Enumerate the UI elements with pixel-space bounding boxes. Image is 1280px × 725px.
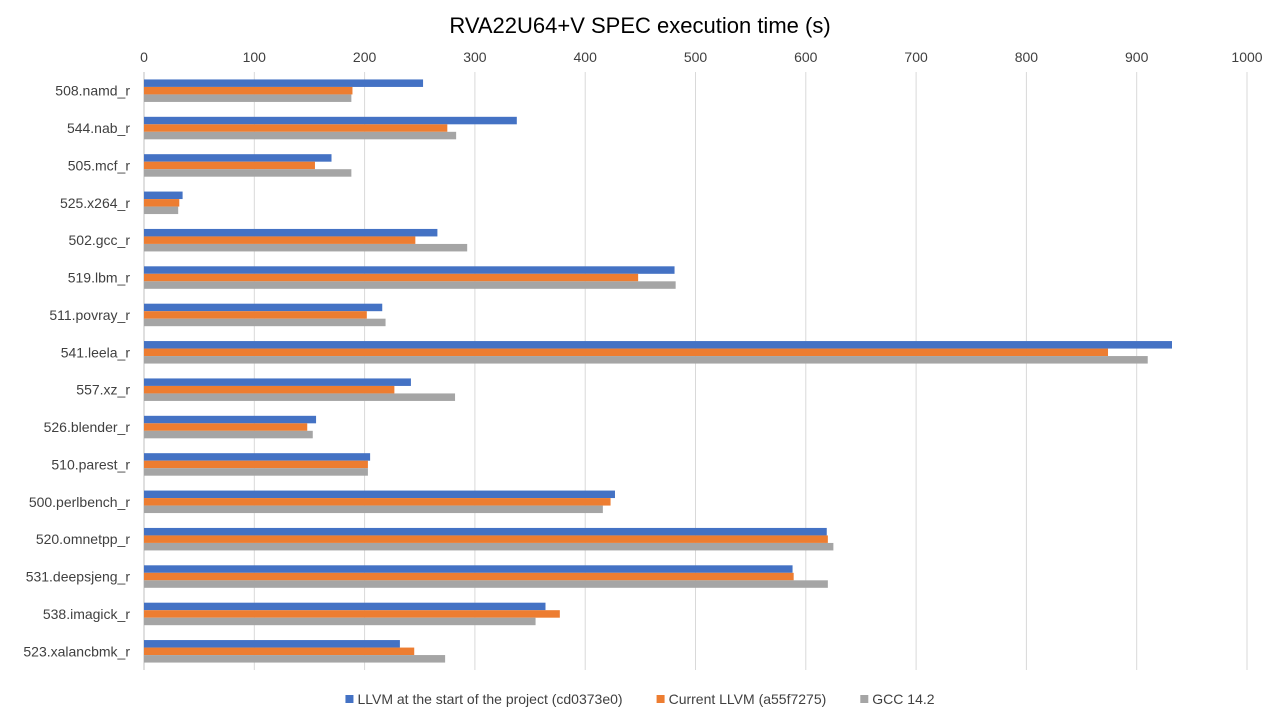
bar-520.omnetpp_r-series-2 [144, 542, 834, 551]
bar-538.imagick_r-series-1 [144, 610, 560, 618]
legend-label: Current LLVM (a55f7275) [669, 691, 827, 707]
chart-title: RVA22U64+V SPEC execution time (s) [449, 13, 830, 38]
legend-label: LLVM at the start of the project (cd0373… [357, 691, 622, 707]
bar-525.x264_r-series-1 [144, 199, 180, 207]
x-tick-label: 100 [243, 49, 267, 65]
bar-523.xalancbmk_r-series-0 [144, 640, 400, 648]
legend-label: GCC 14.2 [872, 691, 934, 707]
x-tick-label: 200 [353, 49, 377, 65]
category-label: 511.povray_r [49, 307, 130, 323]
x-tick-label: 900 [1125, 49, 1149, 65]
category-label: 510.parest_r [51, 456, 130, 472]
category-label: 502.gcc_r [69, 232, 131, 248]
category-label: 500.perlbench_r [29, 494, 131, 510]
bar-557.xz_r-series-2 [144, 393, 456, 401]
bar-526.blender_r-series-1 [144, 423, 308, 431]
category-label: 531.deepsjeng_r [26, 569, 131, 585]
bar-510.parest_r-series-0 [144, 453, 371, 461]
category-label: 505.mcf_r [68, 157, 131, 173]
x-tick-label: 600 [794, 49, 818, 65]
bar-541.leela_r-series-0 [144, 341, 1172, 349]
bar-519.lbm_r-series-0 [144, 266, 675, 274]
bar-519.lbm_r-series-2 [144, 281, 676, 289]
bar-557.xz_r-series-0 [144, 378, 411, 386]
x-tick-label: 0 [140, 49, 148, 65]
bar-511.povray_r-series-0 [144, 303, 383, 312]
bar-510.parest_r-series-2 [144, 468, 368, 476]
x-tick-label: 700 [904, 49, 928, 65]
legend[interactable]: LLVM at the start of the project (cd0373… [345, 691, 935, 707]
bar-557.xz_r-series-1 [144, 385, 395, 394]
bar-502.gcc_r-series-1 [144, 236, 416, 244]
bar-500.perlbench_r-series-2 [144, 505, 603, 514]
category-label: 525.x264_r [60, 195, 130, 211]
bar-531.deepsjeng_r-series-2 [144, 580, 828, 588]
x-tick-label: 1000 [1231, 49, 1262, 65]
category-label: 544.nab_r [67, 120, 130, 136]
bar-511.povray_r-series-1 [144, 311, 367, 319]
bar-541.leela_r-series-1 [144, 348, 1109, 357]
bar-505.mcf_r-series-0 [144, 154, 332, 162]
x-tick-label: 800 [1015, 49, 1039, 65]
category-label: 538.imagick_r [43, 606, 130, 622]
bar-544.nab_r-series-2 [144, 131, 457, 140]
legend-item-1[interactable]: Current LLVM (a55f7275) [656, 691, 827, 707]
bar-544.nab_r-series-0 [144, 116, 517, 125]
bar-520.omnetpp_r-series-1 [144, 535, 828, 543]
bar-526.blender_r-series-2 [144, 430, 313, 439]
bar-500.perlbench_r-series-1 [144, 498, 611, 506]
bar-520.omnetpp_r-series-0 [144, 527, 827, 536]
bar-508.namd_r-series-0 [144, 79, 424, 87]
category-label: 508.namd_r [55, 83, 130, 99]
bar-538.imagick_r-series-2 [144, 617, 536, 626]
x-tick-label: 500 [684, 49, 708, 65]
bar-508.namd_r-series-1 [144, 86, 353, 95]
bar-505.mcf_r-series-2 [144, 169, 352, 177]
bar-502.gcc_r-series-2 [144, 243, 468, 252]
bars [144, 79, 1172, 663]
bar-511.povray_r-series-2 [144, 318, 386, 327]
category-label: 520.omnetpp_r [36, 531, 131, 547]
category-label: 557.xz_r [76, 382, 130, 398]
bar-500.perlbench_r-series-0 [144, 490, 615, 499]
bar-531.deepsjeng_r-series-0 [144, 565, 793, 573]
bar-544.nab_r-series-1 [144, 124, 448, 132]
bar-525.x264_r-series-0 [144, 191, 183, 200]
bar-526.blender_r-series-0 [144, 415, 317, 424]
legend-swatch [656, 695, 665, 703]
x-axis-ticks: 0 100 200 300 400 500 600 700 800 900 1000 [140, 49, 1263, 65]
legend-swatch [860, 695, 869, 703]
bar-531.deepsjeng_r-series-1 [144, 572, 794, 581]
x-tick-label: 300 [463, 49, 487, 65]
category-label: 519.lbm_r [68, 270, 131, 286]
bar-523.xalancbmk_r-series-1 [144, 647, 415, 656]
category-labels: 508.namd_r 544.nab_r 505.mcf_r 525.x264_r 50… [23, 83, 130, 660]
legend-item-0[interactable]: LLVM at the start of the project (cd0373… [345, 691, 623, 707]
x-tick-label: 400 [574, 49, 598, 65]
legend-item-2[interactable]: GCC 14.2 [860, 691, 935, 707]
bar-525.x264_r-series-2 [144, 206, 179, 215]
bar-541.leela_r-series-2 [144, 356, 1148, 364]
category-label: 526.blender_r [44, 419, 131, 435]
bar-508.namd_r-series-2 [144, 94, 352, 102]
category-label: 541.leela_r [61, 344, 131, 360]
bar-523.xalancbmk_r-series-2 [144, 655, 446, 663]
bar-510.parest_r-series-1 [144, 460, 368, 469]
bar-505.mcf_r-series-1 [144, 161, 315, 170]
bar-519.lbm_r-series-1 [144, 273, 639, 282]
category-label: 523.xalancbmk_r [23, 643, 130, 659]
bar-502.gcc_r-series-0 [144, 228, 438, 237]
bar-538.imagick_r-series-0 [144, 602, 546, 611]
legend-swatch [345, 695, 354, 703]
